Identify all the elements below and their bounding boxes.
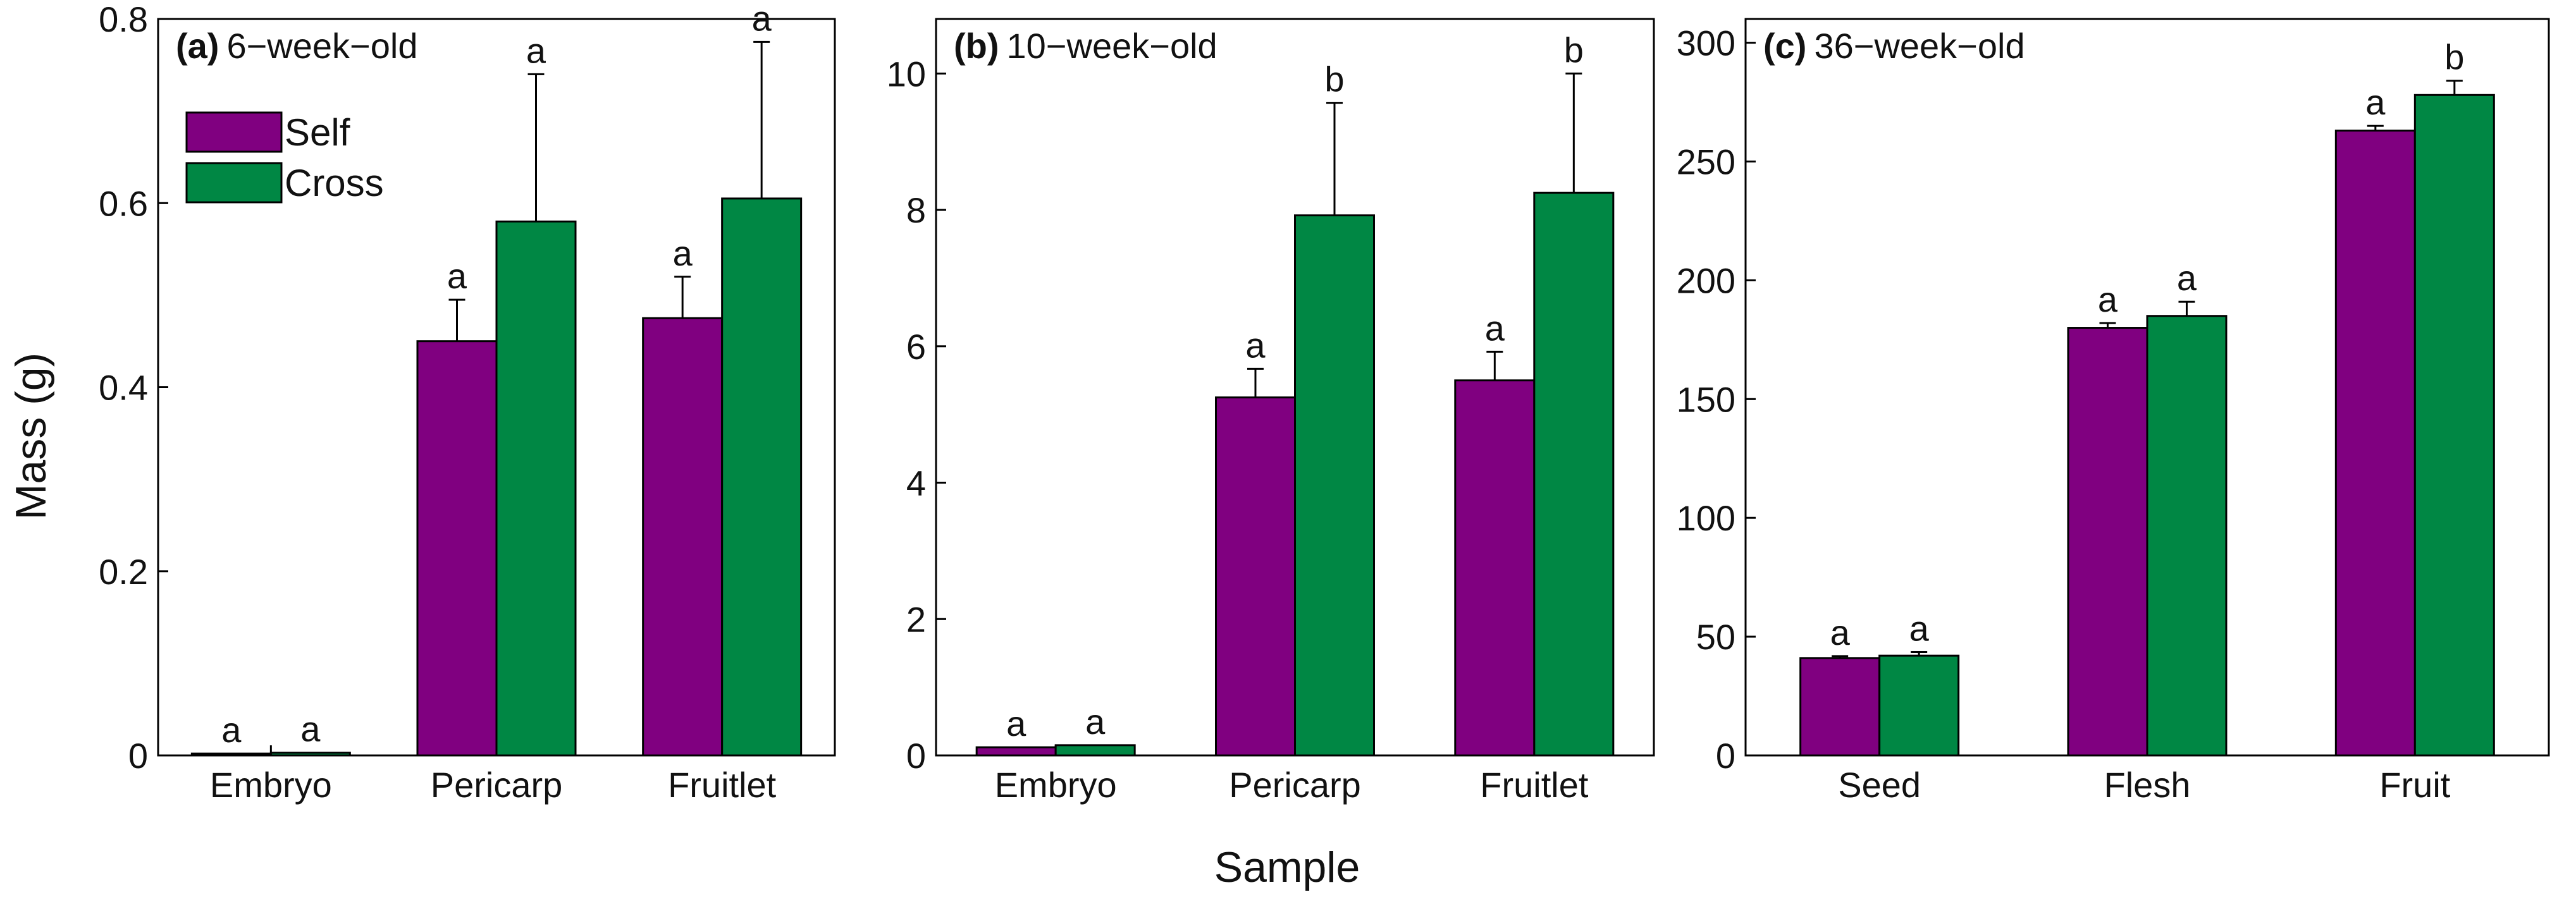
panel-title: (a) 6−week−old	[176, 26, 417, 66]
panel-title-text: 10−week−old	[1007, 26, 1217, 66]
panel-title-text: 36−week−old	[1814, 26, 2024, 66]
bar-self	[1215, 396, 1296, 757]
significance-letter: a	[2365, 82, 2386, 122]
panel-title-text: 6−week−old	[226, 26, 417, 66]
x-tick-label: Pericarp	[431, 765, 563, 805]
y-tick-label: 0	[128, 736, 148, 776]
significance-letter: b	[1564, 30, 1584, 70]
significance-letter: b	[2444, 37, 2464, 77]
y-tick-label: 4	[906, 463, 926, 503]
panels: 0 0.2 0.4 0.6 0.8 Embryo Pericarp Fruitlet a a a a a…	[99, 0, 2550, 805]
panel-tag: (a)	[176, 26, 219, 66]
y-tick-label: 0.6	[99, 183, 148, 223]
bar-cross	[2413, 94, 2495, 757]
panel-title: (b) 10−week−old	[954, 26, 1217, 66]
y-tick-label: 100	[1677, 498, 1735, 538]
x-tick-label: Fruitlet	[668, 765, 777, 805]
y-tick-label: 0.8	[99, 0, 148, 39]
y-tick-label: 6	[906, 327, 926, 367]
y-tick-label: 0	[1716, 736, 1735, 776]
significance-letter: a	[300, 709, 321, 749]
bar-self	[1454, 379, 1536, 757]
bar-self	[416, 340, 498, 757]
significance-letter: a	[1830, 613, 1851, 652]
y-axis-title: Mass (g)	[7, 353, 55, 520]
significance-letter: a	[447, 256, 467, 296]
significance-letter: a	[1909, 609, 1930, 649]
chart-panel-3: 0 50 100 150 200 250 300 Seed Flesh Fruit a a a a a b (c…	[1677, 18, 2550, 805]
bar-self	[2067, 327, 2148, 757]
chart-panel-1: 0 0.2 0.4 0.6 0.8 Embryo Pericarp Fruitlet a a a a a…	[99, 0, 836, 805]
significance-letter: a	[1006, 704, 1026, 743]
y-tick-label: 300	[1677, 23, 1735, 63]
x-tick-label: Fruit	[2379, 765, 2450, 805]
bar-cross	[269, 752, 351, 757]
x-tick-label: Seed	[1838, 765, 1921, 805]
y-tick-label: 150	[1677, 379, 1735, 419]
significance-letter: a	[221, 710, 242, 750]
y-tick-label: 0.2	[99, 552, 148, 592]
y-tick-label: 200	[1677, 260, 1735, 300]
x-tick-label: Embryo	[995, 765, 1117, 805]
significance-letter: a	[752, 0, 772, 38]
bar-self	[1799, 657, 1881, 757]
y-tick-label: 250	[1677, 142, 1735, 181]
significance-letter: a	[2177, 258, 2197, 298]
y-tick-label: 10	[887, 54, 926, 94]
bar-cross	[1294, 214, 1375, 757]
bar-cross	[2146, 315, 2228, 757]
significance-letter: a	[673, 233, 693, 273]
y-tick-label: 8	[906, 190, 926, 230]
bar-self	[2334, 130, 2416, 757]
bar-cross	[1878, 654, 1960, 757]
significance-letter: a	[1485, 308, 1505, 348]
y-tick-label: 0	[906, 736, 926, 776]
bar-cross	[1533, 192, 1615, 757]
x-tick-label: Flesh	[2104, 765, 2191, 805]
significance-letter: a	[526, 30, 546, 70]
significance-letter: a	[1085, 702, 1106, 742]
y-tick-label: 2	[906, 599, 926, 639]
bar-cross	[495, 220, 577, 757]
bar-self	[975, 746, 1057, 757]
y-tick-label: 0.4	[99, 368, 148, 408]
x-tick-label: Embryo	[210, 765, 332, 805]
bar-self	[190, 752, 272, 757]
x-tick-label: Fruitlet	[1480, 765, 1589, 805]
bar-cross	[1054, 744, 1136, 757]
significance-letter: b	[1324, 59, 1344, 99]
legend-label-self: Self	[285, 111, 350, 154]
significance-letter: a	[1245, 325, 1266, 365]
chart-panel-2: 0 2 4 6 8 10 Embryo Pericarp Fruitlet a a a a b b (b) 10…	[887, 18, 1655, 805]
y-tick-label: 50	[1696, 617, 1735, 657]
x-axis-title: Sample	[1214, 843, 1360, 891]
legend-label-cross: Cross	[285, 162, 384, 204]
bar-cross	[721, 197, 803, 757]
panel-title: (c) 36−week−old	[1763, 26, 2025, 66]
legend-swatch-cross	[185, 162, 283, 204]
significance-letter: a	[2098, 279, 2118, 319]
x-tick-label: Pericarp	[1229, 765, 1361, 805]
legend: Self Cross	[185, 111, 384, 204]
legend-swatch-self	[185, 111, 283, 153]
panel-tag: (b)	[954, 26, 999, 66]
panel-tag: (c)	[1763, 26, 1806, 66]
bar-self	[642, 317, 724, 757]
